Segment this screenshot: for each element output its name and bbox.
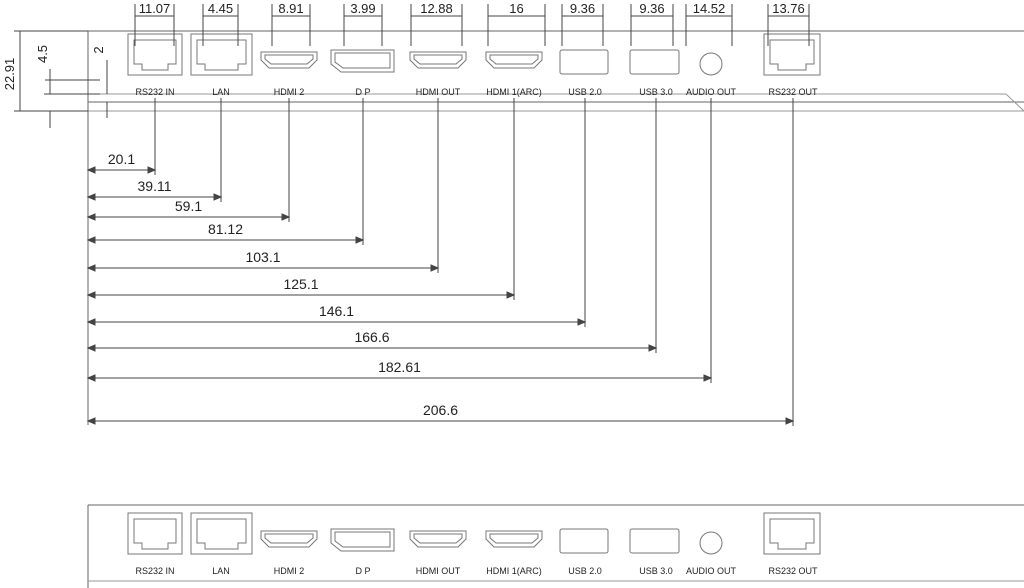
- upper-panel: [87, 30, 1024, 425]
- port-label-2-lower: LAN: [212, 566, 230, 576]
- upper-port-row: RS232 IN 11.07 LAN 4.45 HDMI 2 8.91 D P 3.99 HDM…: [127, 1, 821, 97]
- top-offset-dim: 2: [91, 46, 106, 53]
- offset-dimension: [86, 98, 516, 300]
- width-dimension: [410, 4, 463, 46]
- hdmi-port-icon: [485, 530, 543, 548]
- rj45-port-icon: [190, 512, 253, 555]
- offset-dimension: [86, 98, 291, 222]
- rj45-port-icon: [190, 33, 253, 76]
- width-dim-label: 3.99: [350, 1, 375, 16]
- offset-dim-label: 81.12: [208, 221, 243, 237]
- port-label-6: HDMI 1(ARC): [486, 87, 542, 97]
- port-label-10: RS232 OUT: [768, 87, 818, 97]
- rj45-port-icon: [763, 512, 821, 555]
- port-label-9: AUDIO OUT: [686, 87, 737, 97]
- width-dimension: [630, 4, 674, 46]
- width-dimension: [561, 4, 604, 46]
- width-dimension: [685, 4, 733, 46]
- port-label-3: HDMI 2: [274, 87, 305, 97]
- offset-dim-label: 146.1: [319, 303, 354, 319]
- port-height-dim: 4.5: [35, 45, 50, 63]
- total-height-dim: 22.91: [2, 58, 17, 91]
- width-dim-label: 8.91: [278, 1, 303, 16]
- width-dim-label: 12.88: [420, 1, 453, 16]
- lower-panel: [87, 504, 1024, 588]
- width-dimension: [271, 4, 311, 46]
- rj45-port-icon: [763, 33, 821, 76]
- port-label-7: USB 2.0: [568, 87, 602, 97]
- width-dim-label: 9.36: [570, 1, 595, 16]
- lower-port-row: RS232 IN LAN HDMI 2 D P HDMI OUT HDMI 1(ARC) U…: [127, 512, 821, 576]
- port-label-8: USB 3.0: [639, 87, 673, 97]
- hdmi-port-icon: [409, 51, 467, 69]
- port-label-2: LAN: [212, 87, 230, 97]
- offset-dim-label: 166.6: [354, 329, 389, 345]
- rj45-port-icon: [127, 512, 183, 555]
- displayport-icon: [330, 49, 395, 73]
- usb-port-icon: [559, 49, 609, 75]
- port-label-1-lower: RS232 IN: [135, 566, 174, 576]
- hdmi-port-icon: [485, 51, 543, 69]
- width-dim-label: 13.76: [772, 1, 805, 16]
- offset-dimension: [86, 98, 440, 273]
- width-dim-label: 11.07: [139, 1, 171, 16]
- offset-dimension: [86, 98, 795, 426]
- audio-jack-icon: [699, 52, 723, 76]
- offset-dim-label: 206.6: [423, 402, 458, 418]
- offset-dimension: [86, 98, 157, 175]
- width-dim-label: 4.45: [208, 1, 233, 16]
- width-dim-label: 14.52: [693, 1, 726, 16]
- offset-dim-label: 59.1: [175, 198, 202, 214]
- width-dimension: [134, 4, 175, 46]
- port-label-5-lower: HDMI OUT: [416, 566, 461, 576]
- offset-dim-label: 20.1: [108, 151, 135, 167]
- port-label-3-lower: HDMI 2: [274, 566, 305, 576]
- offset-dimension: [86, 98, 365, 245]
- hdmi-port-icon: [260, 51, 318, 69]
- offset-dimension: [86, 98, 658, 353]
- port-label-6-lower: HDMI 1(ARC): [486, 566, 542, 576]
- displayport-icon: [330, 528, 395, 552]
- offset-dim-label: 182.61: [378, 359, 421, 375]
- width-dimension: [487, 4, 546, 46]
- port-label-9-lower: AUDIO OUT: [686, 566, 737, 576]
- width-dim-label: 9.36: [639, 1, 664, 16]
- hdmi-port-icon: [409, 530, 467, 548]
- port-label-10-lower: RS232 OUT: [768, 566, 818, 576]
- hdmi-port-icon: [260, 530, 318, 548]
- offset-dimension: [86, 98, 223, 202]
- rj45-port-icon: [127, 33, 183, 76]
- port-label-4: D P: [355, 87, 370, 97]
- vertical-dimensions: [14, 30, 108, 128]
- port-label-1: RS232 IN: [135, 87, 174, 97]
- port-label-7-lower: USB 2.0: [568, 566, 602, 576]
- audio-jack-icon: [699, 531, 723, 555]
- offset-dimension: [86, 98, 587, 327]
- width-dimension: [767, 4, 810, 46]
- usb-port-icon: [559, 528, 609, 554]
- usb-port-icon: [629, 528, 680, 554]
- width-dim-label: 16: [509, 1, 523, 16]
- offset-dimension: [86, 98, 713, 383]
- offset-dim-label: 125.1: [283, 276, 318, 292]
- width-dimension: [343, 4, 383, 46]
- port-label-8-lower: USB 3.0: [639, 566, 673, 576]
- port-label-4-lower: D P: [355, 566, 370, 576]
- port-label-5: HDMI OUT: [416, 87, 461, 97]
- offset-dim-label: 103.1: [245, 249, 280, 265]
- usb-port-icon: [629, 49, 680, 75]
- width-dimension: [202, 4, 239, 46]
- offset-dim-label: 39.11: [138, 178, 172, 194]
